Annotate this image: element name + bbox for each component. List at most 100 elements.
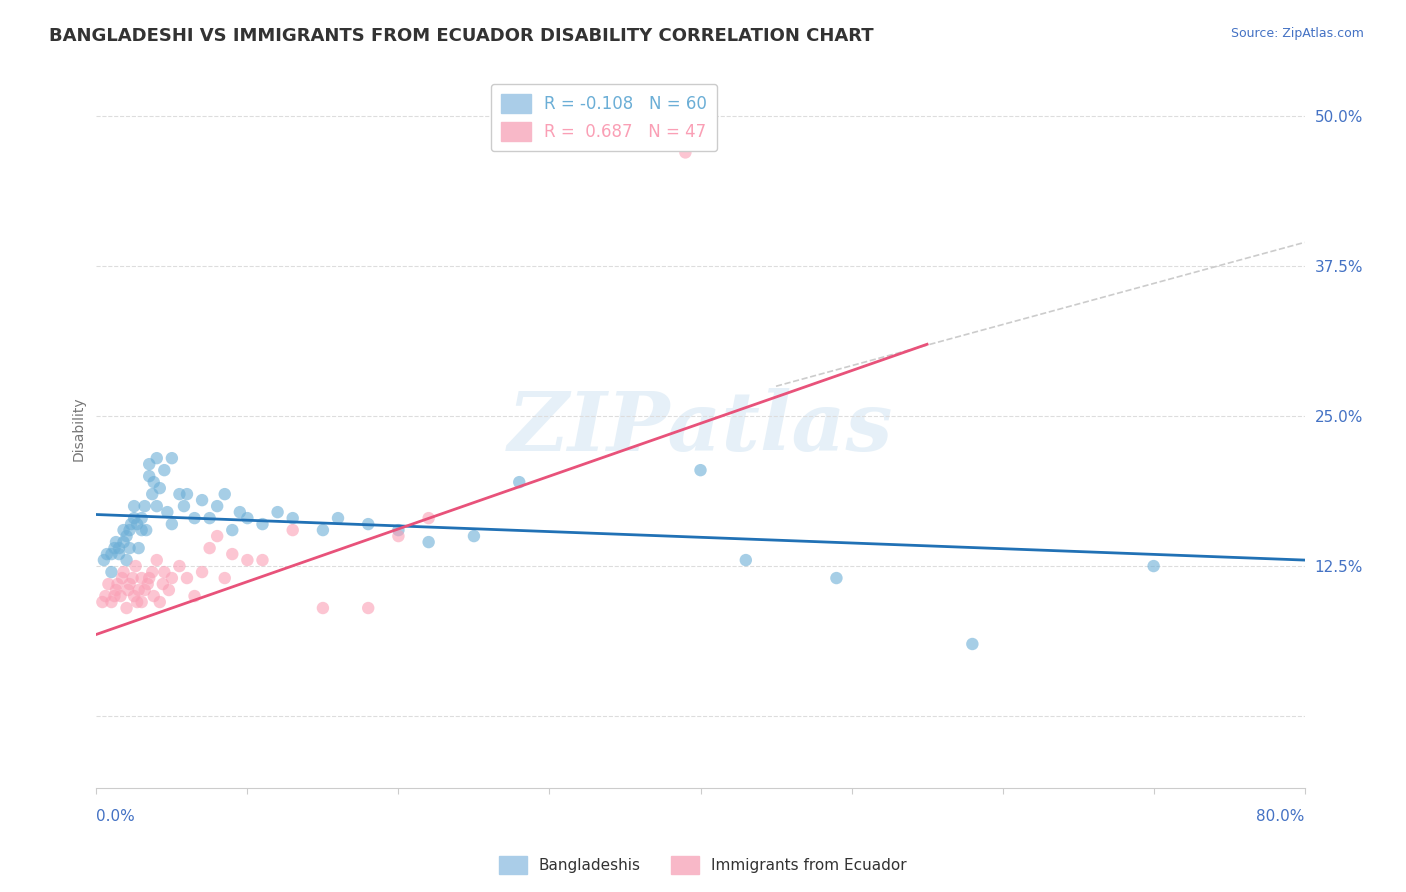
- Point: [149, 481, 172, 495]
- Point: [183, 589, 205, 603]
- Point: [141, 487, 163, 501]
- Point: [169, 559, 191, 574]
- Point: [673, 145, 696, 160]
- Point: [131, 523, 153, 537]
- Point: [117, 582, 139, 597]
- Point: [100, 547, 122, 561]
- Point: [183, 511, 205, 525]
- Point: [221, 547, 243, 561]
- Point: [689, 463, 711, 477]
- Point: [176, 487, 198, 501]
- Point: [508, 475, 530, 490]
- Point: [252, 517, 274, 532]
- Point: [157, 582, 180, 597]
- Point: [108, 541, 131, 555]
- Point: [160, 451, 183, 466]
- Point: [145, 451, 167, 466]
- Point: [326, 511, 349, 525]
- Point: [122, 511, 145, 525]
- Point: [122, 589, 145, 603]
- Point: [107, 577, 129, 591]
- Point: [100, 565, 122, 579]
- Point: [97, 577, 120, 591]
- Point: [463, 529, 485, 543]
- Legend: R = -0.108   N = 60, R =  0.687   N = 47: R = -0.108 N = 60, R = 0.687 N = 47: [491, 84, 717, 151]
- Point: [191, 565, 214, 579]
- Point: [221, 523, 243, 537]
- Point: [825, 571, 848, 585]
- Point: [214, 571, 236, 585]
- Point: [138, 469, 160, 483]
- Point: [160, 517, 183, 532]
- Point: [131, 511, 153, 525]
- Point: [112, 523, 135, 537]
- Point: [387, 529, 409, 543]
- Point: [103, 589, 125, 603]
- Point: [205, 529, 228, 543]
- Point: [91, 595, 114, 609]
- Point: [122, 499, 145, 513]
- Point: [176, 571, 198, 585]
- Point: [118, 541, 141, 555]
- Point: [94, 589, 117, 603]
- Point: [198, 511, 221, 525]
- Point: [131, 571, 153, 585]
- Point: [104, 535, 127, 549]
- Point: [153, 565, 176, 579]
- Point: [153, 463, 176, 477]
- Text: 80.0%: 80.0%: [1257, 809, 1305, 824]
- Point: [145, 553, 167, 567]
- Point: [115, 529, 138, 543]
- Point: [1142, 559, 1164, 574]
- Point: [103, 541, 125, 555]
- Point: [156, 505, 179, 519]
- Point: [191, 493, 214, 508]
- Point: [236, 553, 259, 567]
- Point: [135, 523, 157, 537]
- Legend: Bangladeshis, Immigrants from Ecuador: Bangladeshis, Immigrants from Ecuador: [494, 850, 912, 880]
- Point: [173, 499, 195, 513]
- Point: [112, 535, 135, 549]
- Point: [357, 517, 380, 532]
- Point: [93, 553, 115, 567]
- Point: [145, 499, 167, 513]
- Point: [128, 582, 150, 597]
- Point: [198, 541, 221, 555]
- Point: [387, 523, 409, 537]
- Point: [205, 499, 228, 513]
- Point: [418, 511, 440, 525]
- Point: [96, 547, 118, 561]
- Text: 0.0%: 0.0%: [97, 809, 135, 824]
- Point: [149, 595, 172, 609]
- Point: [252, 553, 274, 567]
- Point: [266, 505, 288, 519]
- Point: [160, 571, 183, 585]
- Point: [131, 595, 153, 609]
- Point: [142, 475, 165, 490]
- Point: [169, 487, 191, 501]
- Point: [138, 571, 160, 585]
- Point: [111, 571, 134, 585]
- Point: [229, 505, 252, 519]
- Point: [115, 553, 138, 567]
- Point: [112, 565, 135, 579]
- Point: [418, 535, 440, 549]
- Point: [134, 499, 156, 513]
- Point: [214, 487, 236, 501]
- Point: [141, 565, 163, 579]
- Text: Source: ZipAtlas.com: Source: ZipAtlas.com: [1230, 27, 1364, 40]
- Point: [236, 511, 259, 525]
- Point: [134, 582, 156, 597]
- Point: [108, 547, 131, 561]
- Point: [120, 517, 142, 532]
- Point: [121, 571, 143, 585]
- Point: [281, 511, 304, 525]
- Point: [136, 577, 159, 591]
- Point: [357, 601, 380, 615]
- Point: [118, 577, 141, 591]
- Point: [127, 595, 149, 609]
- Point: [312, 601, 335, 615]
- Point: [127, 517, 149, 532]
- Text: BANGLADESHI VS IMMIGRANTS FROM ECUADOR DISABILITY CORRELATION CHART: BANGLADESHI VS IMMIGRANTS FROM ECUADOR D…: [49, 27, 875, 45]
- Point: [138, 457, 160, 471]
